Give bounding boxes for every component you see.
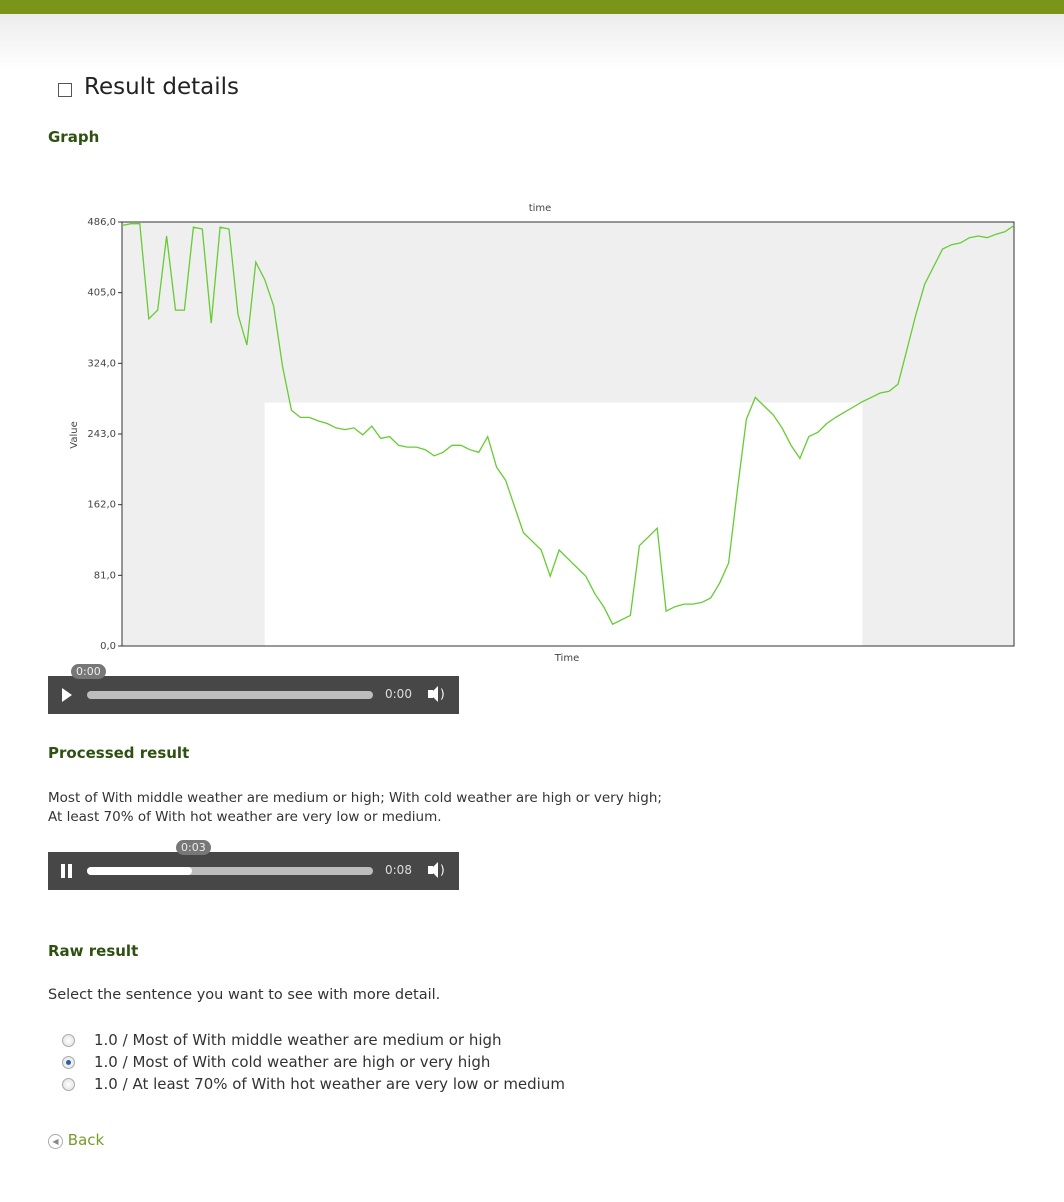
y-tick-label: 162,0 (87, 500, 116, 511)
radio-label: 1.0 / Most of With middle weather are me… (94, 1031, 502, 1049)
section-title: Raw result (48, 942, 139, 960)
time-display: 0:08 (385, 863, 412, 877)
y-tick-label: 0,0 (100, 641, 116, 652)
y-tick-label: 81,0 (94, 570, 116, 581)
x-axis-label: Time (554, 653, 579, 664)
text-line: Most of With middle weather are medium o… (48, 790, 662, 806)
data-line (121, 223, 1015, 626)
progress-track[interactable] (87, 691, 373, 699)
section-title: Processed result (48, 744, 190, 762)
radio-label: 1.0 / At least 70% of With hot weather a… (94, 1075, 565, 1093)
radio-label: 1.0 / Most of With cold weather are high… (94, 1053, 491, 1071)
y-tick-label: 243,0 (87, 429, 116, 440)
instruction: Select the sentence you want to see with… (48, 987, 441, 1003)
progress-track[interactable] (87, 867, 373, 875)
page-title: Result details (84, 74, 240, 100)
radio-option[interactable]: 1.0 / At least 70% of With hot weather a… (48, 1075, 748, 1097)
audio-player: 0:03 0:08) (48, 840, 459, 890)
y-tick-label: 405,0 (87, 288, 116, 299)
top-bar (0, 0, 1064, 14)
back-link[interactable]: ◀ Back (48, 1131, 104, 1149)
radio-button[interactable] (62, 1078, 75, 1091)
radio-option[interactable]: 1.0 / Most of With middle weather are me… (48, 1031, 748, 1053)
y-tick-label: 486,0 (87, 217, 116, 228)
pause-button[interactable] (60, 864, 74, 878)
header-fade (0, 14, 1064, 70)
shade-range (122, 222, 265, 646)
text-line: At least 70% of With hot weather are ver… (48, 809, 442, 825)
audio-player: 0:00 0:00) (48, 664, 459, 714)
collapse-box[interactable] (58, 83, 72, 97)
volume-button[interactable]: ) (428, 684, 445, 704)
progress-played (87, 867, 192, 875)
y-axis-label: Value (69, 421, 80, 448)
section-title: Graph (48, 128, 100, 146)
y-tick-label: 324,0 (87, 358, 116, 369)
radio-group: 1.0 / Most of With middle weather are me… (48, 1031, 748, 1097)
time-tooltip: 0:03 (176, 840, 211, 855)
time-tooltip: 0:00 (71, 664, 106, 679)
processed-text: Most of With middle weather are medium o… (48, 789, 662, 827)
radio-button[interactable] (62, 1034, 75, 1047)
radio-button[interactable] (62, 1056, 75, 1069)
time-display: 0:00 (385, 687, 412, 701)
back-icon: ◀ (48, 1134, 63, 1149)
shade-range (862, 222, 1014, 646)
chart-title: time (529, 203, 552, 214)
radio-option[interactable]: 1.0 / Most of With cold weather are high… (48, 1053, 748, 1075)
volume-button[interactable]: ) (428, 860, 445, 880)
back-text[interactable]: Back (67, 1131, 105, 1149)
chart: time Time Value 0,0 81,0 162,0 243,0 324,0 40… (69, 203, 1015, 664)
play-button[interactable] (60, 688, 74, 702)
